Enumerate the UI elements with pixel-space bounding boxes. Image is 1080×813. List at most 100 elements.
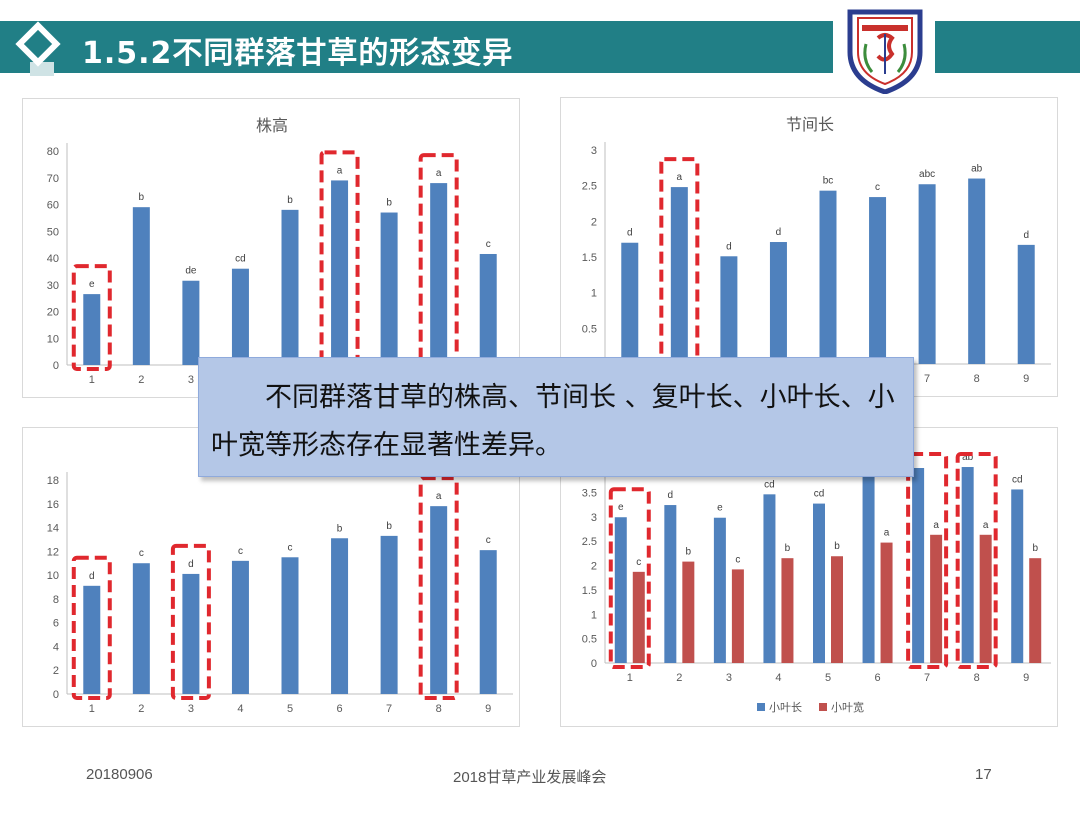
x-tick-label: 1 — [89, 374, 95, 386]
bar — [430, 506, 448, 694]
legend-swatch — [757, 703, 765, 711]
data-label: a — [436, 491, 442, 502]
chart-title: 节间长 — [786, 115, 834, 134]
data-label: b — [686, 547, 692, 558]
data-label: a — [337, 165, 343, 176]
data-label: e — [89, 279, 95, 290]
data-label: ab — [962, 452, 974, 463]
y-tick-label: 2.5 — [582, 536, 597, 548]
bar — [862, 472, 875, 663]
data-label: d — [188, 559, 194, 570]
chart-panel-plant-height: 株高010203040506070801e2b3de4cd5b6a7b8a9c — [22, 98, 520, 398]
y-tick-label: 40 — [47, 253, 59, 265]
x-tick-label: 5 — [287, 703, 293, 715]
bar — [231, 268, 249, 365]
y-tick-label: 1.5 — [582, 252, 597, 264]
bar — [614, 517, 627, 663]
highlight-box — [71, 555, 112, 700]
y-tick-label: 2 — [53, 665, 59, 677]
data-label: d — [627, 228, 633, 239]
highlight-box — [955, 452, 998, 669]
x-tick-label: 9 — [485, 703, 491, 715]
x-tick-label: 1 — [89, 703, 95, 715]
footer-date: 20180906 — [86, 766, 153, 783]
x-tick-label: 9 — [1023, 672, 1029, 684]
chart-internode: 节间长00.511.522.531d2a3d4d5bc6c7abc8ab9d — [582, 115, 1051, 385]
bar — [763, 494, 776, 663]
data-label: c — [238, 546, 243, 557]
data-label: b — [785, 543, 791, 554]
data-label: c — [735, 554, 740, 565]
y-tick-label: 3 — [591, 512, 597, 524]
x-tick-label: 3 — [726, 672, 732, 684]
y-tick-label: 3 — [591, 145, 597, 157]
bar — [813, 503, 825, 663]
data-label: a — [933, 520, 939, 531]
x-tick-label: 9 — [1023, 373, 1029, 385]
x-tick-label: 4 — [775, 672, 781, 684]
y-tick-label: 60 — [47, 200, 59, 212]
data-label: a — [884, 528, 890, 539]
bar — [1011, 489, 1024, 663]
data-label: cd — [235, 254, 246, 265]
data-label: c — [139, 548, 144, 559]
chart-panel-leaflet: 0 0.5 1 1.5 2 2.5 3 3.5 1 e c 2 d b 3 e c 4 cd b 5 cd b 6 a 7 a 8 ab… — [560, 427, 1058, 727]
y-tick-label: 2 — [591, 216, 597, 228]
bar — [769, 242, 787, 364]
x-tick-label: 3 — [188, 703, 194, 715]
y-tick-label: 2.5 — [582, 181, 597, 193]
bar — [713, 517, 726, 663]
bar — [380, 212, 398, 365]
bar — [930, 534, 943, 663]
data-label: c — [288, 542, 293, 553]
callout-text: 不同群落甘草的株高、节间长 、复叶长、小叶长、小叶宽等形态存在显著性差异。 — [211, 382, 895, 461]
bar — [880, 542, 893, 663]
x-tick-label: 8 — [436, 703, 442, 715]
y-tick-label: 8 — [53, 594, 59, 606]
highlight-box — [319, 150, 360, 371]
x-tick-label: 6 — [336, 703, 342, 715]
x-tick-label: 8 — [974, 373, 980, 385]
data-label: d — [1023, 230, 1029, 241]
y-tick-label: 0.5 — [582, 634, 597, 646]
x-tick-label: 4 — [237, 703, 243, 715]
bar — [281, 557, 299, 694]
data-label: ab — [971, 164, 983, 175]
bar — [231, 560, 249, 694]
slide-title: 1.5.2不同群落甘草的形态变异 — [82, 36, 514, 71]
x-tick-label: 7 — [386, 703, 392, 715]
y-tick-label: 1.5 — [582, 585, 597, 597]
y-tick-label: 12 — [47, 546, 59, 558]
bar — [831, 556, 843, 663]
y-tick-label: 20 — [47, 307, 59, 319]
bar — [632, 571, 645, 663]
y-tick-label: 18 — [47, 475, 59, 487]
highlight-box — [906, 452, 949, 669]
data-label: a — [677, 172, 683, 183]
x-tick-label: 2 — [138, 374, 144, 386]
bar — [621, 242, 639, 364]
y-tick-label: 30 — [47, 280, 59, 292]
data-label: c — [875, 182, 880, 193]
y-tick-label: 3.5 — [582, 487, 597, 499]
data-label: d — [776, 227, 782, 238]
data-label: b — [386, 198, 392, 209]
bar — [720, 256, 738, 364]
bar — [182, 573, 200, 694]
diamond-shadow — [30, 62, 54, 76]
y-tick-label: 1 — [591, 288, 597, 300]
y-tick-label: 70 — [47, 173, 59, 185]
x-tick-label: 1 — [627, 672, 633, 684]
bar — [479, 253, 497, 365]
bar — [132, 207, 150, 365]
data-label: e — [618, 502, 624, 513]
data-label: a — [983, 520, 989, 531]
chart-title: 株高 — [256, 116, 288, 135]
data-label: b — [1032, 543, 1038, 554]
bar — [912, 468, 925, 663]
data-label: cd — [1012, 474, 1023, 485]
bar — [331, 180, 349, 365]
data-label: d — [668, 490, 674, 501]
x-tick-label: 7 — [924, 373, 930, 385]
highlight-box — [71, 264, 112, 371]
